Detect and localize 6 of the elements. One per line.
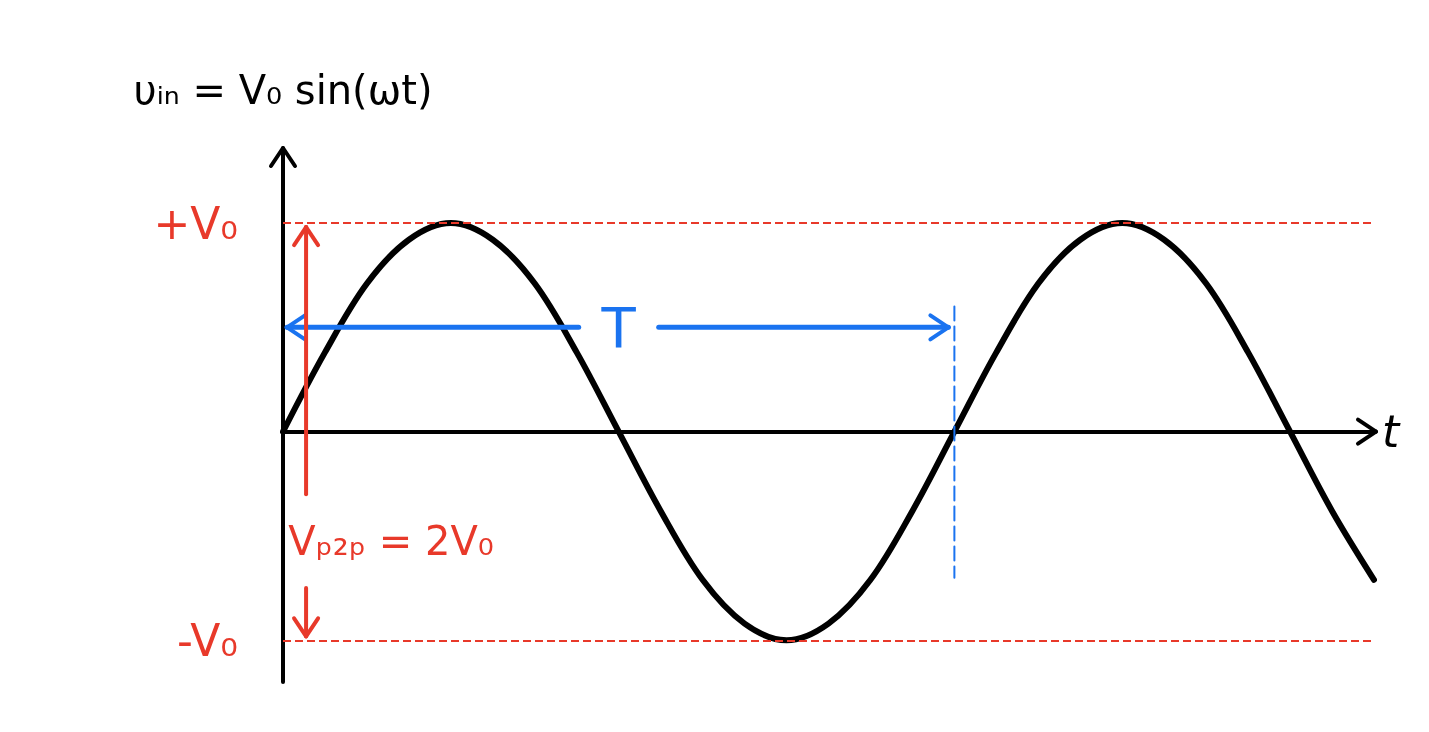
y-axis-title: υᵢₙ = V₀ sin(ωt) [133, 67, 433, 113]
annotation: Vₚ₂ₚ = 2V₀ [288, 518, 494, 565]
ref-line-label: +V₀ [153, 197, 238, 249]
ref-line-label: -V₀ [176, 614, 238, 666]
annotation: T [601, 294, 636, 360]
x-axis-title: t [1382, 406, 1401, 458]
